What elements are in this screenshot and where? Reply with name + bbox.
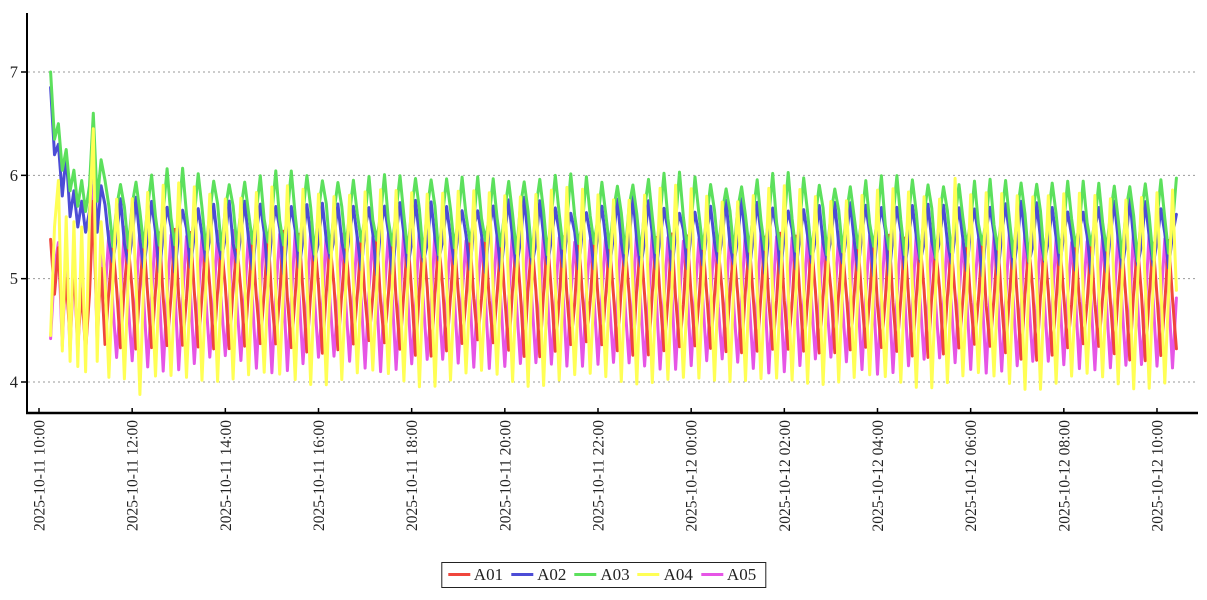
x-tick-label: 2025-10-11 20:00 [497, 420, 514, 531]
x-tick-label: 2025-10-11 10:00 [32, 420, 49, 531]
x-axis-ticks: 2025-10-11 10:00 2025-10-11 12:00 2025-10-… [32, 408, 1166, 532]
legend-label-a04: A04 [663, 565, 693, 584]
legend-swatch-a03-icon [574, 573, 597, 576]
legend-item-a02: A02 [511, 566, 566, 583]
legend-swatch-a01-icon [447, 573, 470, 576]
x-tick-label: 2025-10-12 04:00 [870, 420, 887, 532]
x-tick-label: 2025-10-12 08:00 [1056, 420, 1073, 532]
x-tick-label: 2025-10-11 18:00 [404, 420, 421, 531]
legend-label-a02: A02 [537, 565, 567, 584]
legend-item-a01: A01 [447, 565, 504, 584]
x-tick-label: 2025-10-11 16:00 [311, 420, 328, 531]
legend-label-a05: A05 [726, 565, 757, 584]
legend-label-a03: A03 [600, 565, 630, 584]
y-tick-label: 6 [10, 166, 18, 185]
y-tick-label: 7 [10, 63, 18, 82]
x-tick-label: 2025-10-12 10:00 [1149, 420, 1166, 532]
x-tick-label: 2025-10-11 22:00 [590, 420, 607, 531]
x-tick-label: 2025-10-12 06:00 [963, 420, 980, 532]
legend-swatch-a02-icon [511, 573, 534, 576]
x-tick-label: 2025-10-12 00:00 [684, 420, 701, 532]
legend-item-a03: A03 [574, 565, 630, 584]
series-lines [49, 70, 1178, 396]
x-tick-label: 2025-10-11 14:00 [218, 420, 235, 531]
x-tick-label: 2025-10-11 12:00 [125, 420, 142, 531]
y-tick-label: 5 [10, 269, 18, 288]
y-tick-label: 4 [10, 372, 18, 391]
legend-label-a01: A01 [473, 565, 504, 584]
y-axis-ticks: 4 5 6 7 [10, 63, 27, 391]
legend-item-a05: A05 [700, 565, 757, 584]
legend-item-a04: A04 [637, 565, 693, 584]
legend-swatch-a05-icon [700, 573, 723, 576]
x-tick-label: 2025-10-12 02:00 [777, 420, 794, 532]
chart-legend: A01 A02 A03 A04 A05 [440, 562, 767, 588]
legend-swatch-a04-icon [637, 573, 660, 576]
series-line-A04 [49, 127, 1178, 396]
